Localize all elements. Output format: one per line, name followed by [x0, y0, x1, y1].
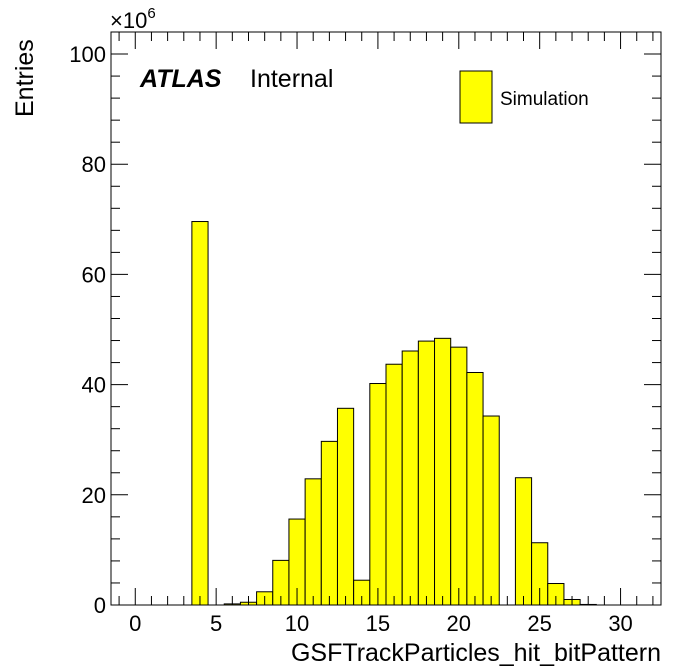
histogram-bar [304, 478, 322, 606]
y-tick-label: 60 [82, 262, 106, 287]
legend-swatch [459, 70, 493, 124]
histogram-bar [434, 337, 452, 606]
x-axis-ticks: 0 5 10 15 20 25 30 [118, 32, 654, 636]
histogram-bar [336, 407, 355, 606]
internal-label: Internal [250, 65, 333, 93]
y-axis-multiplier-exponent: 6 [147, 5, 155, 22]
y-tick-label: 20 [82, 483, 106, 508]
histogram-bars [191, 221, 597, 606]
y-tick-label: 40 [82, 373, 106, 398]
x-tick-label: 30 [608, 611, 632, 636]
x-tick-label: 0 [129, 611, 141, 636]
x-tick-label: 15 [366, 611, 390, 636]
histogram-bar [514, 477, 533, 606]
y-axis-multiplier-base: ×10 [110, 8, 147, 33]
y-axis-multiplier: ×106 [110, 5, 156, 33]
y-tick-label: 100 [69, 42, 106, 67]
y-axis-ticks: 0 20 40 60 80 100 [69, 31, 661, 618]
histogram-bar [385, 363, 403, 606]
histogram-bar [369, 383, 387, 606]
legend-label: Simulation [500, 89, 589, 110]
histogram-bar [191, 221, 209, 606]
x-tick-label: 20 [447, 611, 471, 636]
histogram-bar [466, 371, 484, 606]
x-tick-label: 5 [210, 611, 222, 636]
x-tick-label: 10 [285, 611, 309, 636]
histogram-bar [417, 340, 436, 606]
histogram-bar [482, 415, 500, 606]
histogram-bar [401, 350, 419, 606]
histogram-bar [450, 346, 468, 606]
y-tick-label: 80 [82, 152, 106, 177]
atlas-label: ATLAS [139, 65, 222, 93]
x-tick-label: 25 [527, 611, 551, 636]
y-axis-title: Entries [11, 39, 39, 117]
y-tick-label: 0 [94, 593, 106, 618]
x-axis-title: GSFTrackParticles_hit_bitPattern [291, 639, 661, 667]
histogram-bar [320, 440, 338, 606]
